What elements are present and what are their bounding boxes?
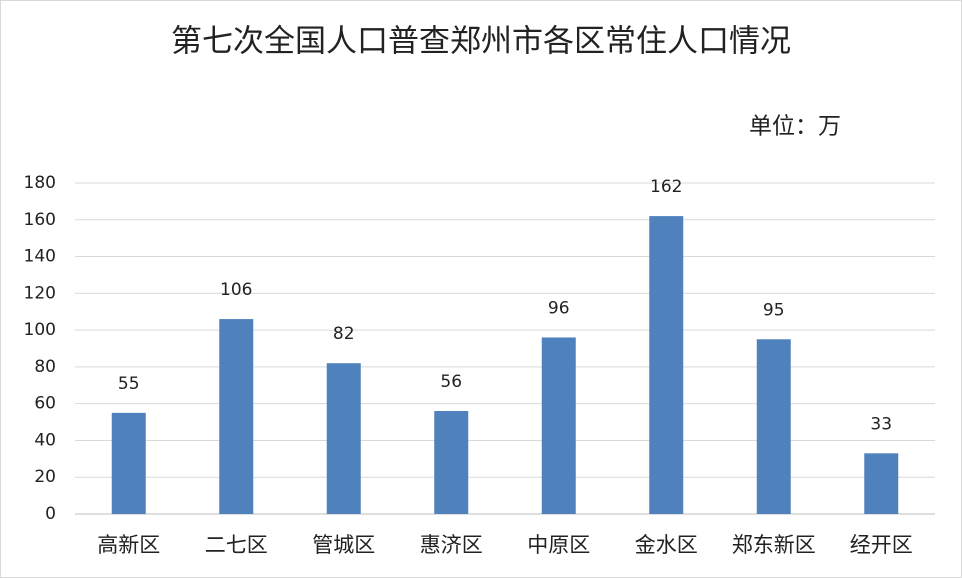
- bar: [649, 216, 684, 514]
- value-label: 33: [870, 414, 892, 434]
- x-tick-label: 二七区: [205, 533, 268, 557]
- value-label: 56: [440, 372, 462, 392]
- bar: [541, 337, 576, 514]
- value-label: 106: [220, 280, 252, 300]
- bar: [864, 453, 899, 514]
- value-label: 96: [548, 298, 570, 318]
- y-tick-label: 0: [45, 504, 56, 524]
- bar: [111, 412, 146, 514]
- value-label: 55: [118, 374, 140, 394]
- y-tick-label: 100: [24, 320, 56, 340]
- bar: [756, 339, 791, 514]
- unit-note: 单位：万: [749, 114, 841, 140]
- y-tick-label: 60: [34, 394, 56, 414]
- chart-title: 第七次全国人口普查郑州市各区常住人口情况: [171, 24, 791, 60]
- x-tick-label: 金水区: [635, 533, 698, 557]
- x-tick-label: 惠济区: [420, 533, 483, 557]
- bar: [219, 319, 254, 514]
- value-label: 162: [650, 177, 682, 197]
- x-tick-label: 经开区: [850, 533, 913, 557]
- y-tick-label: 160: [24, 210, 56, 230]
- y-tick-label: 180: [24, 173, 56, 193]
- y-tick-label: 140: [24, 247, 56, 267]
- x-tick-label: 管城区: [312, 533, 375, 557]
- y-tick-label: 120: [24, 283, 56, 303]
- bar: [326, 363, 361, 514]
- value-label: 82: [333, 324, 355, 344]
- y-tick-label: 80: [34, 357, 56, 377]
- x-tick-label: 中原区: [527, 533, 590, 557]
- x-tick-label: 郑东新区: [732, 533, 816, 557]
- x-tick-label: 高新区: [97, 533, 160, 557]
- value-label: 95: [763, 300, 785, 320]
- y-tick-label: 40: [34, 430, 56, 450]
- bar: [434, 411, 469, 514]
- y-tick-label: 20: [34, 467, 56, 487]
